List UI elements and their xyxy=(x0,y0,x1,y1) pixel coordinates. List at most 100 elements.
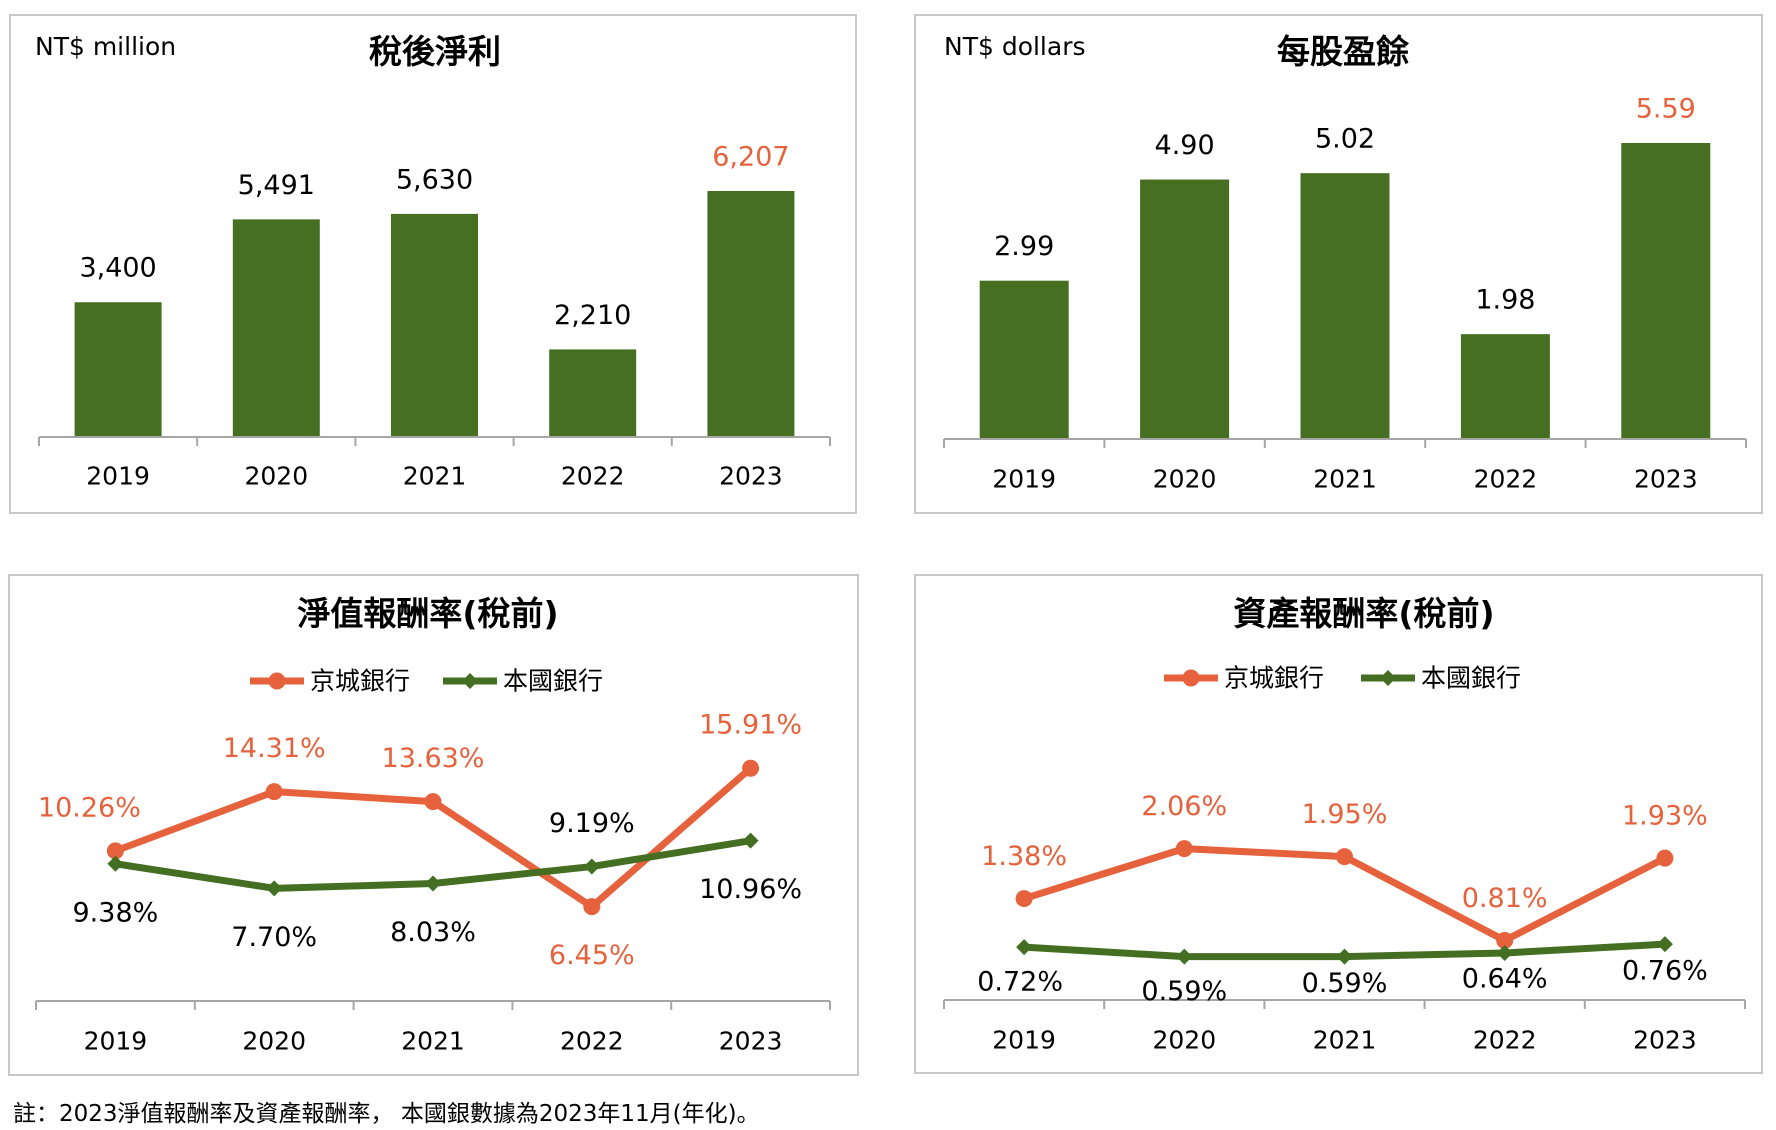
net-income-x-tick-label: 2022 xyxy=(561,462,625,491)
net-income-x-tick-label: 2020 xyxy=(244,462,308,491)
roe-data-label: 13.63% xyxy=(382,743,485,774)
roe-point xyxy=(583,858,600,875)
net-income-data-label: 3,400 xyxy=(79,253,156,284)
roa-legend-label: 京城銀行 xyxy=(1224,664,1324,693)
net-income-bar xyxy=(549,349,637,437)
net-income-data-label: 5,630 xyxy=(396,164,473,195)
roe-data-label: 6.45% xyxy=(549,940,635,971)
eps-x-tick-label: 2023 xyxy=(1634,465,1698,494)
net-income-x-tick-label: 2019 xyxy=(86,462,150,491)
eps-bar xyxy=(1460,334,1550,439)
net-income-bar xyxy=(391,213,478,437)
roa-data-label: 0.59% xyxy=(1302,968,1388,999)
eps-x-tick-label: 2020 xyxy=(1153,465,1217,494)
roe-x-tick-label: 2022 xyxy=(560,1027,624,1056)
net-income-x-tick-label: 2023 xyxy=(719,462,783,491)
roa-data-label: 2.06% xyxy=(1141,791,1227,822)
roa-x-tick-label: 2022 xyxy=(1473,1026,1537,1055)
roa-point xyxy=(1656,936,1673,953)
roe-data-label: 9.38% xyxy=(73,897,159,928)
roe-point xyxy=(583,898,601,916)
net-income-unit-label: NT$ million xyxy=(35,32,176,61)
roa-chart: 1.38% 2.06% 1.95% 0.81% 1.93% 0.72% 0.59% 0.59%… xyxy=(943,664,1746,1055)
net-income-title: 稅後淨利 xyxy=(369,32,501,71)
roe-point xyxy=(742,759,760,777)
roa-point xyxy=(1175,840,1193,858)
roa-data-label: 1.38% xyxy=(981,841,1067,872)
footnote: 註：2023淨值報酬率及資產報酬率， 本國銀數據為2023年11月(年化)。 xyxy=(13,1101,760,1127)
net-income-data-label: 5,491 xyxy=(238,170,315,201)
eps-bar xyxy=(1300,173,1390,439)
roa-title: 資產報酬率(稅前) xyxy=(1233,594,1494,633)
roa-point xyxy=(1336,948,1353,965)
eps-data-label: 5.59 xyxy=(1636,94,1696,125)
eps-unit-label: NT$ dollars xyxy=(944,32,1086,61)
roa-legend-label: 本國銀行 xyxy=(1421,664,1521,693)
eps-x-tick-label: 2019 xyxy=(992,465,1056,494)
roe-x-tick-label: 2020 xyxy=(242,1027,306,1056)
eps-x-tick-label: 2021 xyxy=(1313,465,1377,494)
roe-title: 淨值報酬率(稅前) xyxy=(297,594,558,633)
roa-point xyxy=(1016,939,1033,956)
roa-x-tick-label: 2023 xyxy=(1633,1026,1697,1055)
roa-data-label: 0.76% xyxy=(1622,956,1708,987)
roe-point xyxy=(424,793,442,811)
roe-x-tick-label: 2019 xyxy=(84,1027,148,1056)
roa-data-label: 0.72% xyxy=(977,967,1063,998)
roa-data-label: 1.95% xyxy=(1302,799,1388,830)
roa-point xyxy=(1336,848,1353,866)
roe-point xyxy=(265,783,283,801)
roa-data-label: 0.59% xyxy=(1141,976,1227,1007)
roa-panel xyxy=(914,574,1763,1074)
roe-x-tick-label: 2023 xyxy=(719,1027,783,1056)
eps-data-label: 5.02 xyxy=(1315,124,1375,155)
roe-legend-label: 京城銀行 xyxy=(310,667,410,696)
net-income-bar xyxy=(74,302,162,437)
roa-legend-marker xyxy=(1182,669,1200,687)
roe-panel xyxy=(8,574,859,1076)
roe-point xyxy=(425,875,441,892)
net-income-bar xyxy=(232,219,320,437)
roa-point xyxy=(1496,944,1513,961)
eps-bar xyxy=(1140,179,1230,439)
roe-data-label: 9.19% xyxy=(549,808,635,839)
eps-bar xyxy=(1621,143,1711,439)
roa-point xyxy=(1496,931,1514,949)
roe-data-label: 7.70% xyxy=(231,922,317,953)
net-income-data-label: 2,210 xyxy=(554,300,631,331)
roe-legend-label: 本國銀行 xyxy=(503,667,603,696)
roe-data-label: 15.91% xyxy=(699,710,802,741)
roe-data-label: 14.31% xyxy=(223,733,326,764)
roe-point xyxy=(742,832,759,849)
roa-point xyxy=(1176,948,1193,965)
roe-data-label: 8.03% xyxy=(390,917,476,948)
eps-data-label: 4.90 xyxy=(1155,130,1215,161)
eps-chart: 2.99 2019 4.90 2020 5.02 2021 1.98 2022 5.59 2023 xyxy=(943,94,1747,494)
roa-data-label: 1.93% xyxy=(1622,801,1708,832)
roa-x-tick-label: 2020 xyxy=(1152,1026,1216,1055)
roa-legend-marker xyxy=(1380,670,1396,686)
roe-point xyxy=(106,842,124,860)
eps-title: 每股盈餘 xyxy=(1277,32,1410,71)
roa-data-label: 0.64% xyxy=(1462,963,1548,994)
net-income-data-label: 6,207 xyxy=(712,142,789,173)
roa-x-tick-label: 2021 xyxy=(1313,1026,1377,1055)
roe-legend-marker xyxy=(268,672,286,690)
roa-data-label: 0.81% xyxy=(1462,883,1548,914)
roa-point xyxy=(1656,849,1674,867)
roe-x-tick-label: 2021 xyxy=(401,1027,465,1056)
net-income-bar xyxy=(707,191,795,437)
eps-bar xyxy=(979,280,1069,439)
eps-data-label: 1.98 xyxy=(1475,285,1535,316)
net-income-chart: 3,400 2019 5,491 2020 5,630 2021 2,210 2022 6,20… xyxy=(38,142,831,491)
roa-x-tick-label: 2019 xyxy=(992,1026,1056,1055)
eps-data-label: 2.99 xyxy=(994,231,1054,262)
roe-point xyxy=(266,880,283,897)
net-income-x-tick-label: 2021 xyxy=(403,462,467,491)
roe-data-label: 10.26% xyxy=(38,792,141,823)
roe-point xyxy=(107,855,124,872)
roe-chart: 10.26% 14.31% 13.63% 6.45% 15.91% 9.38% 7.70% 8… xyxy=(35,667,831,1056)
roe-legend-marker xyxy=(462,673,478,689)
eps-x-tick-label: 2022 xyxy=(1474,465,1538,494)
